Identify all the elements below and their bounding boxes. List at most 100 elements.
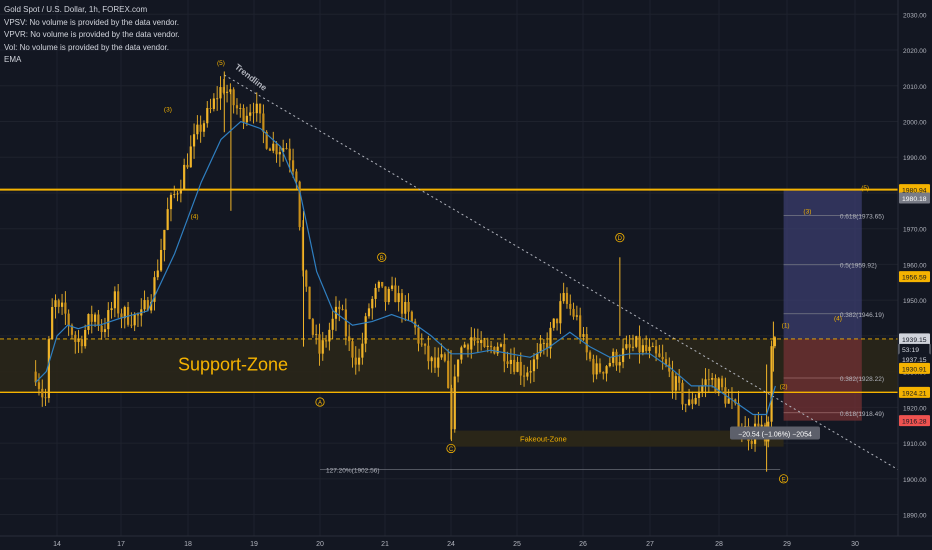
- candle[interactable]: [354, 346, 357, 375]
- candle[interactable]: [440, 343, 443, 360]
- candle[interactable]: [536, 342, 539, 369]
- candle[interactable]: [377, 280, 380, 292]
- candle[interactable]: [146, 296, 149, 312]
- candle[interactable]: [407, 293, 410, 321]
- candle[interactable]: [291, 148, 295, 178]
- ema-line[interactable]: [35, 120, 776, 416]
- candle[interactable]: [427, 335, 430, 370]
- candle[interactable]: [225, 84, 229, 103]
- candle[interactable]: [486, 337, 489, 353]
- candle[interactable]: [760, 415, 763, 429]
- price-label[interactable]: 1937.15: [902, 357, 927, 364]
- candle[interactable]: [298, 180, 301, 231]
- legend-vol[interactable]: Vol: No volume is provided by the data v…: [4, 42, 169, 52]
- candle[interactable]: [189, 135, 192, 168]
- candle[interactable]: [262, 104, 265, 144]
- candle[interactable]: [371, 296, 374, 320]
- candle[interactable]: [381, 281, 384, 289]
- candle[interactable]: [41, 379, 44, 407]
- candle[interactable]: [582, 327, 585, 341]
- price-axis[interactable]: 1890.001900.001910.001920.001930.001940.…: [897, 0, 932, 550]
- candles[interactable]: [34, 71, 776, 472]
- candle[interactable]: [321, 331, 324, 361]
- candle[interactable]: [394, 277, 397, 303]
- candle[interactable]: [526, 366, 529, 381]
- candle[interactable]: [361, 332, 364, 365]
- candle[interactable]: [417, 324, 420, 352]
- candle[interactable]: [67, 309, 70, 336]
- candle[interactable]: [54, 294, 57, 319]
- candle[interactable]: [357, 348, 361, 372]
- candle[interactable]: [638, 325, 641, 364]
- candle[interactable]: [562, 282, 565, 304]
- candle[interactable]: [579, 307, 582, 344]
- candle[interactable]: [720, 375, 724, 391]
- candle[interactable]: [608, 357, 611, 368]
- price-label[interactable]: 53:19: [902, 347, 919, 354]
- candle[interactable]: [671, 360, 674, 399]
- candle[interactable]: [605, 365, 608, 382]
- candle[interactable]: [216, 86, 219, 111]
- candle[interactable]: [282, 139, 285, 162]
- candle[interactable]: [447, 348, 450, 389]
- candle[interactable]: [196, 115, 199, 140]
- candle[interactable]: [153, 271, 156, 311]
- candle[interactable]: [143, 290, 146, 313]
- candle[interactable]: [602, 371, 605, 380]
- candle[interactable]: [318, 323, 321, 366]
- candle[interactable]: [199, 115, 202, 143]
- candle[interactable]: [324, 335, 328, 348]
- candle[interactable]: [44, 388, 47, 406]
- candle[interactable]: [730, 387, 734, 410]
- candle[interactable]: [179, 179, 182, 203]
- candle[interactable]: [397, 285, 400, 312]
- candle[interactable]: [592, 354, 595, 383]
- candle[interactable]: [552, 318, 555, 331]
- candle[interactable]: [113, 286, 116, 318]
- candle[interactable]: [338, 300, 341, 322]
- candle[interactable]: [618, 354, 621, 373]
- price-label[interactable]: 1924.21: [902, 390, 927, 397]
- candle[interactable]: [374, 283, 377, 308]
- candle[interactable]: [364, 312, 367, 353]
- candle[interactable]: [697, 386, 701, 406]
- candle[interactable]: [258, 103, 262, 124]
- candle[interactable]: [628, 334, 631, 359]
- candle[interactable]: [219, 76, 222, 110]
- candle[interactable]: [272, 131, 275, 154]
- candle[interactable]: [239, 103, 242, 118]
- candle[interactable]: [255, 92, 258, 122]
- candle[interactable]: [513, 347, 516, 375]
- candle[interactable]: [773, 335, 776, 349]
- candle[interactable]: [117, 283, 120, 318]
- candle[interactable]: [575, 305, 578, 321]
- candle[interactable]: [612, 348, 615, 367]
- candle[interactable]: [420, 333, 423, 347]
- candle[interactable]: [103, 317, 107, 338]
- candle[interactable]: [192, 123, 196, 159]
- candle[interactable]: [341, 304, 344, 311]
- candle[interactable]: [301, 220, 305, 277]
- candle[interactable]: [367, 303, 371, 319]
- candle[interactable]: [727, 389, 730, 404]
- candle[interactable]: [84, 324, 87, 349]
- candle[interactable]: [423, 343, 427, 355]
- candle[interactable]: [222, 79, 225, 95]
- candle[interactable]: [430, 356, 433, 373]
- candle[interactable]: [268, 147, 272, 151]
- candle[interactable]: [453, 364, 456, 433]
- candle[interactable]: [549, 322, 552, 359]
- candle[interactable]: [206, 101, 209, 128]
- candle[interactable]: [308, 286, 311, 320]
- candle[interactable]: [242, 104, 245, 130]
- candle[interactable]: [509, 348, 512, 374]
- candle[interactable]: [159, 238, 163, 272]
- candle[interactable]: [674, 372, 677, 400]
- candle[interactable]: [437, 347, 440, 377]
- candle[interactable]: [588, 350, 592, 362]
- candle[interactable]: [331, 310, 334, 339]
- price-label[interactable]: 1930.91: [902, 366, 927, 373]
- candle[interactable]: [348, 324, 351, 352]
- candle[interactable]: [463, 341, 466, 349]
